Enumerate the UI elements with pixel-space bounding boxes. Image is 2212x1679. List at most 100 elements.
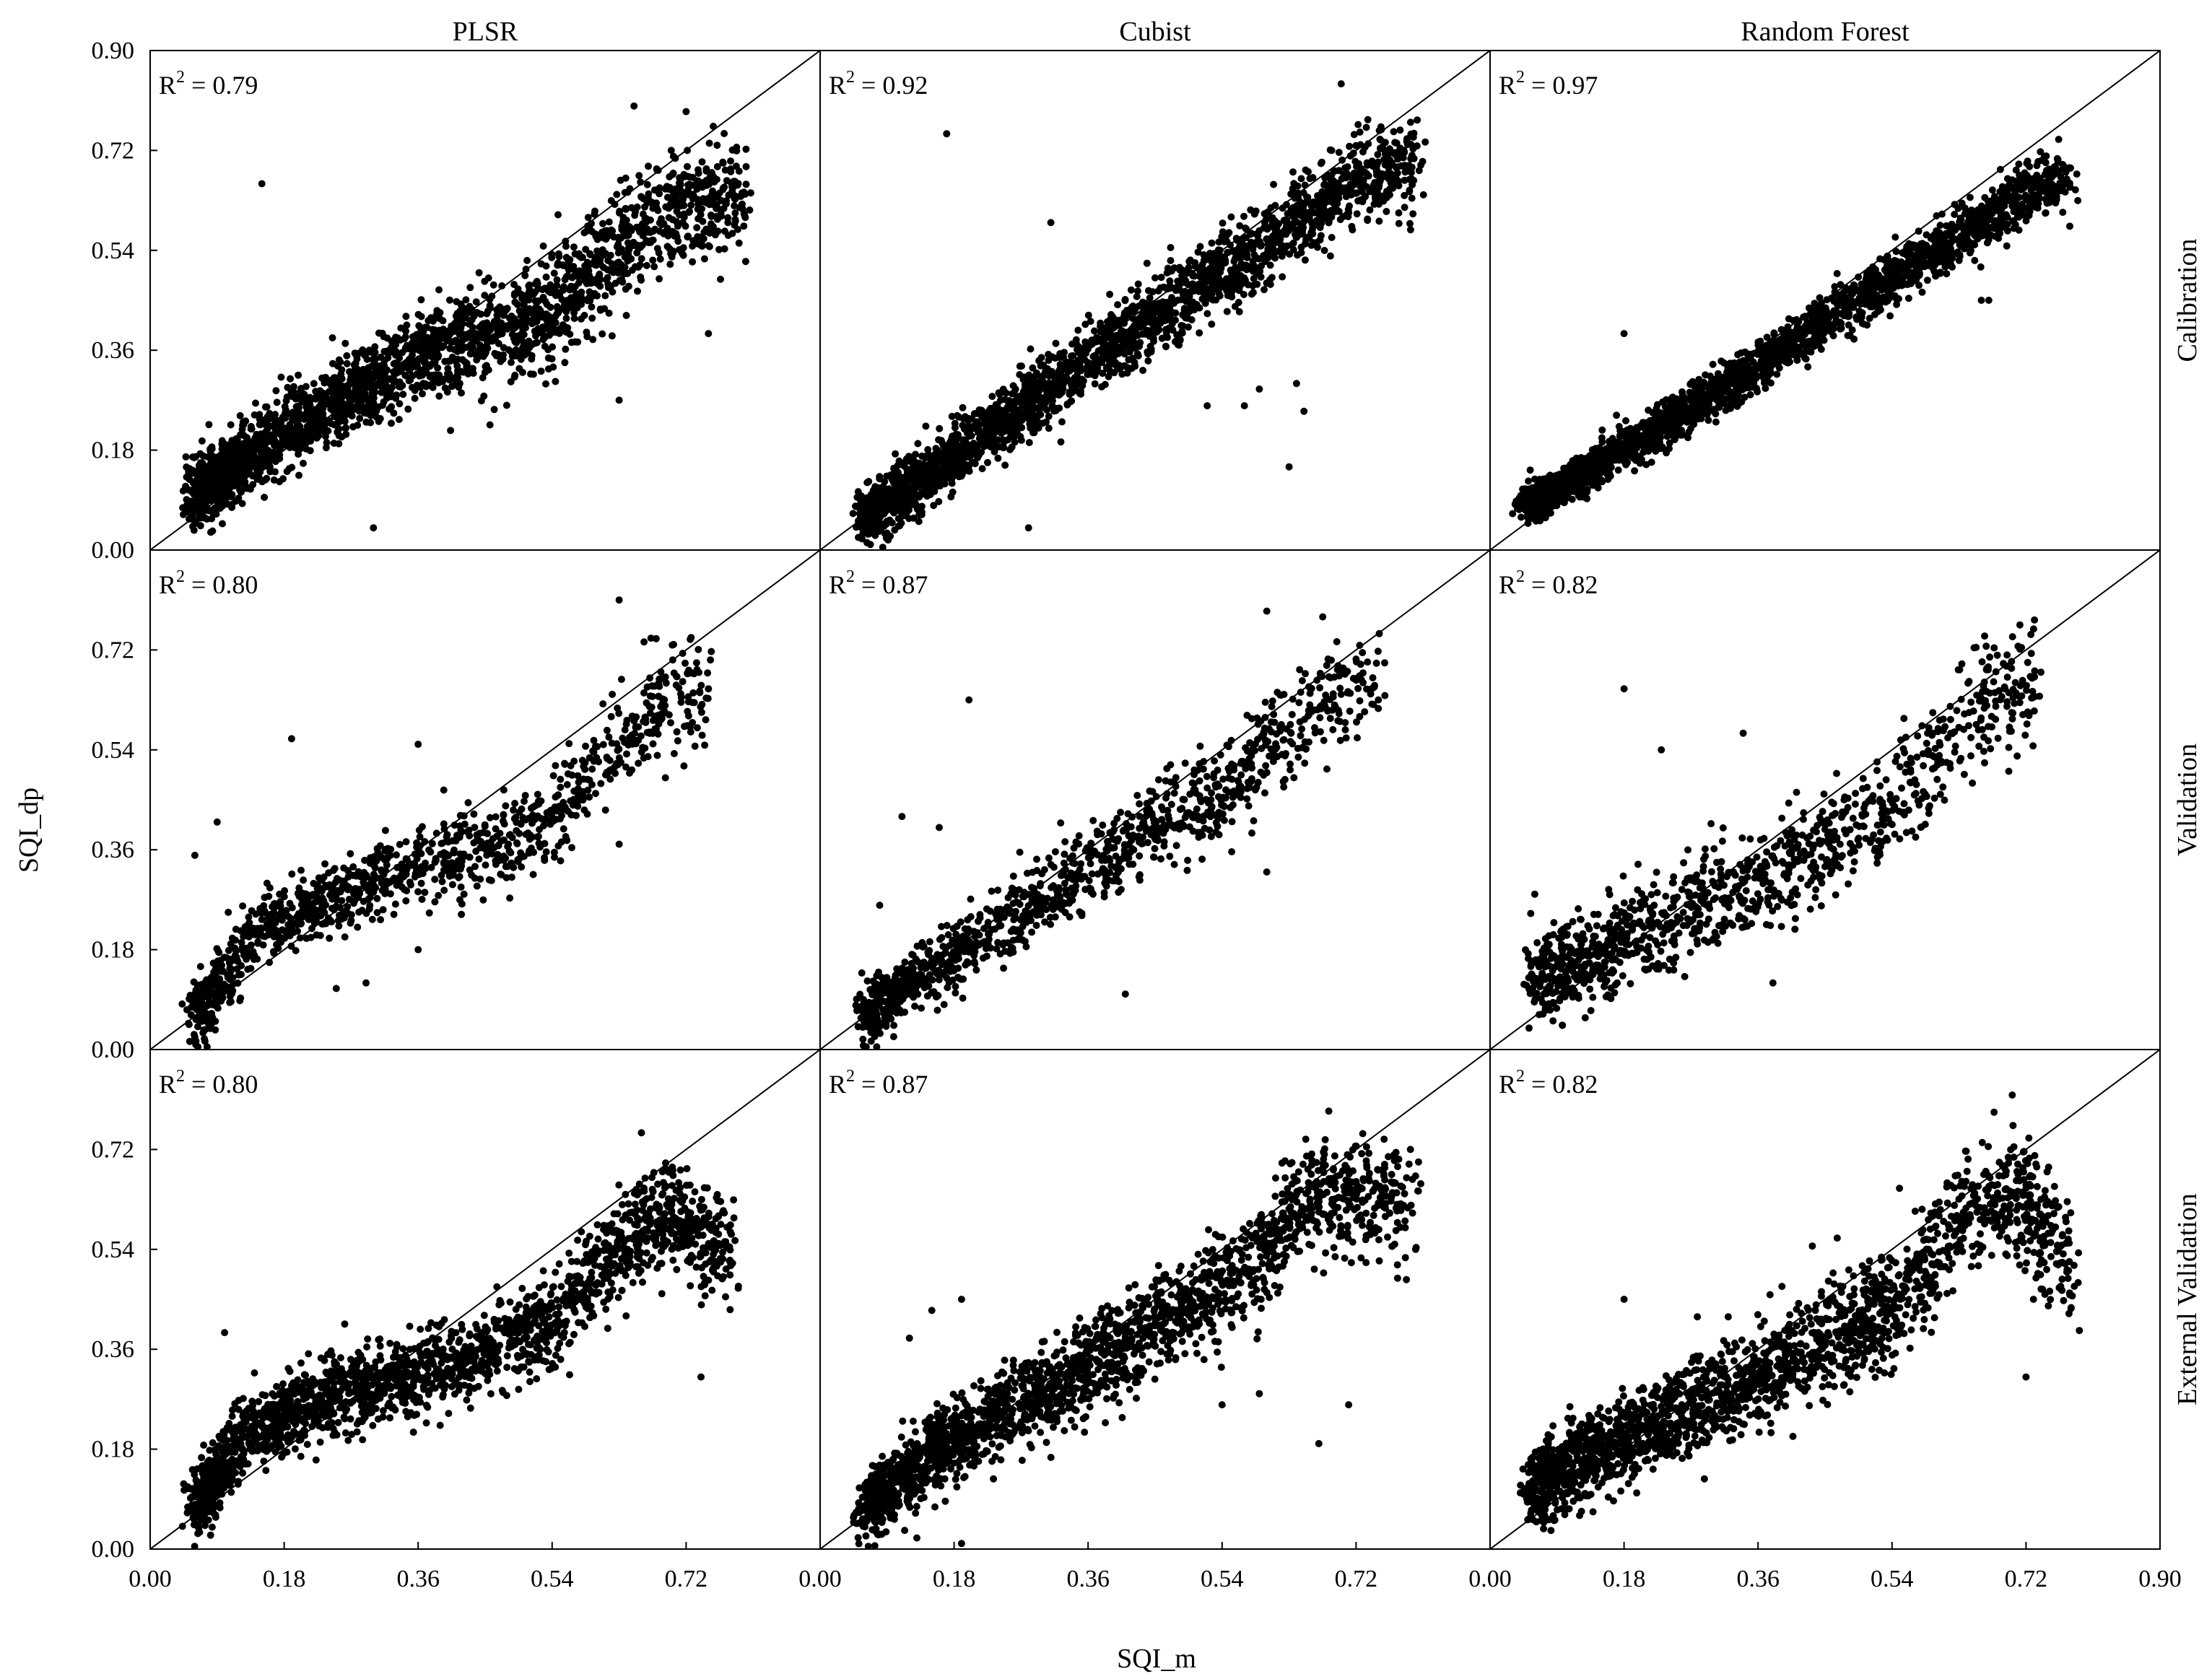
data-point — [435, 392, 443, 400]
data-point — [959, 404, 967, 411]
data-point — [713, 175, 720, 183]
data-point — [1185, 298, 1193, 306]
data-point — [1704, 417, 1712, 424]
data-point — [321, 379, 328, 387]
data-point — [622, 174, 630, 182]
data-point — [1136, 323, 1144, 331]
data-point — [874, 484, 882, 492]
data-point — [578, 300, 585, 308]
data-point — [873, 500, 881, 508]
data-point — [1061, 349, 1068, 357]
data-point — [345, 409, 353, 417]
data-point — [566, 256, 574, 263]
outlier-point — [615, 396, 623, 404]
data-point — [899, 461, 907, 468]
data-point — [1093, 354, 1101, 362]
data-point — [1136, 339, 1144, 346]
data-point — [666, 261, 674, 269]
data-point — [1292, 230, 1299, 238]
data-point — [637, 255, 645, 263]
data-point — [353, 375, 361, 383]
data-point — [270, 476, 278, 484]
data-point — [1364, 217, 1372, 224]
data-point — [450, 346, 458, 354]
data-point — [1134, 280, 1142, 288]
data-point — [964, 453, 972, 461]
data-point — [867, 490, 875, 498]
data-point — [1215, 281, 1223, 289]
data-point — [598, 330, 606, 338]
data-point — [1098, 359, 1106, 367]
data-point — [1289, 185, 1297, 193]
data-point — [361, 352, 369, 359]
data-point — [1401, 149, 1408, 157]
data-point — [466, 284, 474, 292]
data-point — [936, 424, 944, 432]
data-point — [1240, 234, 1247, 242]
data-point — [1350, 131, 1358, 139]
data-point — [334, 362, 341, 370]
data-point — [445, 357, 453, 365]
data-point — [1109, 313, 1117, 320]
data-point — [698, 158, 706, 166]
data-point — [571, 338, 579, 346]
data-point — [1370, 200, 1378, 208]
data-point — [417, 326, 425, 333]
data-point — [1146, 332, 1154, 340]
data-point — [598, 228, 606, 236]
data-point — [562, 315, 570, 322]
data-point — [1375, 158, 1382, 166]
data-point — [1279, 242, 1287, 250]
data-point — [1098, 339, 1106, 346]
data-point — [1236, 222, 1244, 230]
data-point — [499, 355, 507, 363]
data-point — [1006, 405, 1014, 413]
data-point — [362, 372, 370, 380]
data-point — [1377, 136, 1385, 144]
data-point — [302, 383, 310, 391]
data-point — [684, 162, 691, 170]
data-point — [882, 520, 890, 528]
data-point — [1161, 303, 1169, 311]
data-point — [520, 340, 528, 348]
data-point — [1206, 253, 1214, 261]
data-point — [261, 476, 269, 484]
data-point — [924, 445, 932, 453]
data-point — [459, 310, 466, 318]
data-point — [383, 334, 391, 342]
data-point — [990, 448, 998, 455]
data-point — [1284, 210, 1292, 217]
data-point — [1084, 311, 1092, 319]
data-point — [1001, 461, 1009, 469]
data-point — [602, 235, 610, 243]
data-point — [1409, 210, 1417, 218]
data-point — [1249, 257, 1257, 265]
data-point — [1001, 427, 1009, 435]
data-point — [1034, 404, 1042, 412]
data-point — [541, 342, 549, 350]
data-point — [1091, 380, 1099, 388]
data-point — [508, 313, 515, 320]
data-point — [973, 448, 981, 455]
data-point — [1049, 397, 1056, 405]
data-point — [879, 544, 887, 550]
data-point — [683, 173, 691, 180]
data-point — [549, 343, 557, 351]
data-point — [724, 214, 732, 222]
data-point — [1125, 356, 1133, 364]
data-point — [1242, 224, 1249, 232]
data-point — [988, 393, 996, 401]
data-point — [635, 172, 643, 180]
data-point — [583, 227, 591, 235]
data-point — [1374, 151, 1382, 159]
data-point — [1396, 126, 1404, 134]
data-point — [649, 236, 657, 244]
data-point — [1307, 241, 1315, 249]
data-point — [401, 372, 409, 380]
data-point — [411, 394, 419, 402]
data-point — [583, 328, 591, 336]
data-point — [196, 522, 204, 530]
data-point — [559, 321, 567, 328]
data-point — [1223, 231, 1231, 239]
data-point — [1063, 400, 1071, 408]
